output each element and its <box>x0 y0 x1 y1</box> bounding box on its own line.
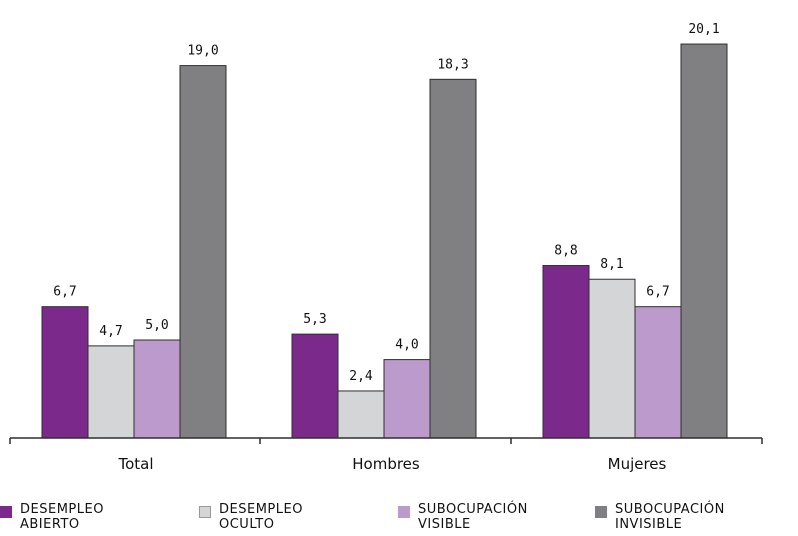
legend-label-desempleo-oculto: DESEMPLEO OCULTO <box>219 502 303 532</box>
bar-mujeres-desempleo-oculto <box>588 278 636 439</box>
bar-hombres-subocupacion-visible <box>383 359 431 439</box>
data-label-hombres-desempleo-abierto: 5,3 <box>303 312 326 327</box>
bar-mujeres-desempleo-abierto <box>542 265 590 439</box>
legend-label-subocupacion-visible: SUBOCUPACIÓN VISIBLE <box>418 502 528 532</box>
data-label-hombres-subocupacion-invisible: 18,3 <box>437 57 468 72</box>
bar-mujeres-subocupacion-invisible <box>680 43 728 439</box>
legend-label-line1: SUBOCUPACIÓN <box>615 502 725 517</box>
bar-total-desempleo-abierto <box>41 306 89 439</box>
legend-label-desempleo-abierto: DESEMPLEO ABIERTO <box>20 502 104 532</box>
legend-swatch-desempleo-abierto <box>0 506 12 518</box>
bar-hombres-subocupacion-invisible <box>429 78 477 439</box>
bar-total-desempleo-oculto <box>87 345 135 439</box>
bar-chart: 6,7 4,7 5,0 19,0 5,3 2,4 4,0 18,3 8,8 8,1 6,7 20,1 T… <box>9 22 763 473</box>
bar-hombres-desempleo-oculto <box>337 390 385 439</box>
data-label-total-subocupacion-invisible: 19,0 <box>187 44 218 59</box>
legend-swatch-subocupacion-visible <box>398 506 410 518</box>
data-label-mujeres-subocupacion-invisible: 20,1 <box>688 22 719 37</box>
legend-label-line2: OCULTO <box>219 517 275 532</box>
x-tick-label-total: Total <box>117 455 153 473</box>
data-label-hombres-subocupacion-visible: 4,0 <box>395 338 418 353</box>
legend: DESEMPLEO ABIERTO DESEMPLEO OCULTO SUBOC… <box>0 502 798 536</box>
legend-label-line1: DESEMPLEO <box>219 502 303 517</box>
legend-label-subocupacion-invisible: SUBOCUPACIÓN INVISIBLE <box>615 502 725 532</box>
bar-total-subocupacion-invisible <box>179 65 227 439</box>
x-tick-label-hombres: Hombres <box>352 455 420 473</box>
legend-label-line2: VISIBLE <box>418 517 471 532</box>
data-label-total-desempleo-oculto: 4,7 <box>99 324 122 339</box>
legend-swatch-desempleo-oculto <box>199 506 211 518</box>
data-label-total-desempleo-abierto: 6,7 <box>53 285 76 300</box>
data-label-mujeres-subocupacion-visible: 6,7 <box>646 285 669 300</box>
bar-hombres-desempleo-abierto <box>291 333 339 439</box>
legend-label-line1: SUBOCUPACIÓN <box>418 502 528 517</box>
legend-label-line2: INVISIBLE <box>615 517 683 532</box>
legend-label-line1: DESEMPLEO <box>20 502 104 517</box>
data-label-total-subocupacion-visible: 5,0 <box>145 318 168 333</box>
data-label-hombres-desempleo-oculto: 2,4 <box>349 369 373 384</box>
bar-mujeres-subocupacion-visible <box>634 306 682 439</box>
data-label-mujeres-desempleo-abierto: 8,8 <box>554 244 577 259</box>
legend-swatch-subocupacion-invisible <box>595 506 607 518</box>
bar-total-subocupacion-visible <box>133 339 181 439</box>
x-tick-label-mujeres: Mujeres <box>608 455 667 473</box>
legend-label-line2: ABIERTO <box>20 517 80 532</box>
data-label-mujeres-desempleo-oculto: 8,1 <box>600 257 623 272</box>
